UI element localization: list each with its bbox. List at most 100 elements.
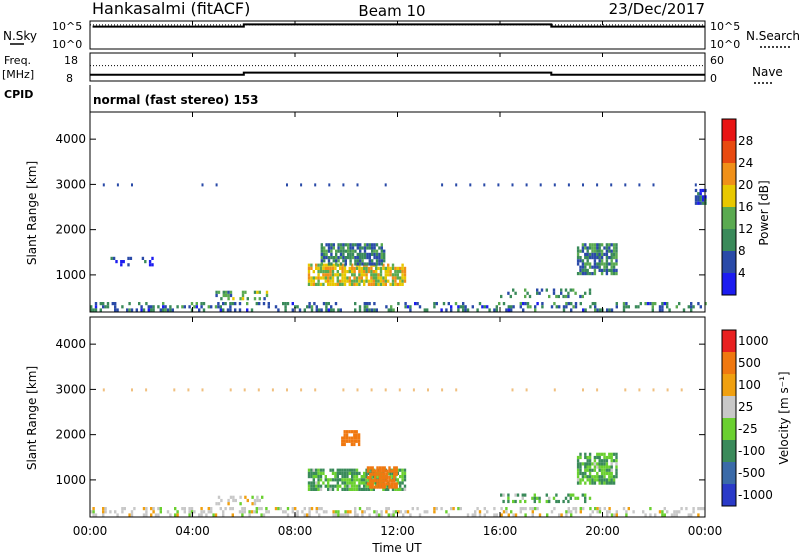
velocity-cell <box>366 475 370 480</box>
velocity-cell <box>336 471 339 475</box>
velocity-cell <box>169 513 172 517</box>
velocity-cell <box>348 468 351 472</box>
power-cell <box>658 305 662 309</box>
power-cell <box>300 183 303 187</box>
velocity-cell <box>615 455 618 460</box>
velocity-cell <box>560 513 563 517</box>
power-cell <box>181 305 184 309</box>
velocity-cell <box>538 496 541 500</box>
power-cell <box>331 282 335 286</box>
station-title: Hankasalmi (fitACF) <box>92 0 250 18</box>
power-cell <box>310 263 313 267</box>
velocity-cell <box>351 468 354 472</box>
velocity-cell <box>608 481 611 485</box>
power-colorbar-tick: 28 <box>738 134 753 148</box>
velocity-cell <box>512 499 515 504</box>
power-cell <box>588 288 592 292</box>
velocity-cell <box>327 487 330 491</box>
velocity-cell <box>371 482 374 486</box>
power-cell <box>610 249 613 253</box>
velocity-cell <box>524 493 527 497</box>
power-cell <box>353 282 356 286</box>
power-ytick-label: 2000 <box>55 223 86 237</box>
power-cell <box>375 256 379 260</box>
power-cell <box>565 305 568 309</box>
velocity-cell <box>483 513 486 517</box>
velocity-cell <box>536 507 539 511</box>
power-cell <box>329 270 332 274</box>
velocity-cell <box>355 484 359 488</box>
power-cell <box>605 256 609 260</box>
velocity-cell <box>92 507 95 511</box>
power-colorbar-tick: 8 <box>738 244 746 258</box>
velocity-cell <box>339 484 342 488</box>
velocity-cell <box>376 482 379 486</box>
velocity-cell <box>282 510 285 514</box>
velocity-cell <box>312 487 315 491</box>
power-cell <box>576 272 580 276</box>
power-cell <box>183 305 186 309</box>
power-cell <box>598 243 601 247</box>
power-cell <box>241 293 245 298</box>
power-cell <box>495 308 498 312</box>
velocity-cell <box>243 507 246 511</box>
velocity-cell <box>581 462 585 466</box>
velocity-cell <box>399 510 402 514</box>
power-cell <box>339 282 342 286</box>
velocity-cell <box>284 510 287 514</box>
velocity-cell <box>123 507 126 511</box>
power-cell <box>534 308 537 312</box>
power-cell <box>401 276 404 280</box>
power-cell <box>612 252 616 256</box>
velocity-cell <box>310 481 313 485</box>
power-cell <box>593 243 597 247</box>
power-cell <box>368 246 371 250</box>
power-cell <box>320 308 323 312</box>
power-cell <box>581 249 585 253</box>
velocity-cell <box>502 499 505 504</box>
power-cell <box>358 276 361 280</box>
velocity-cell <box>248 513 251 517</box>
power-cell <box>598 246 601 250</box>
power-cell <box>414 302 417 306</box>
power-cell <box>341 273 344 277</box>
velocity-cell <box>608 465 611 469</box>
velocity-cell <box>355 430 358 434</box>
power-cell <box>562 305 566 309</box>
power-cell <box>323 249 326 253</box>
power-cell <box>151 256 154 260</box>
velocity-cell <box>286 513 290 517</box>
velocity-cell <box>576 475 580 479</box>
power-cell <box>339 243 343 247</box>
power-cell <box>315 308 318 312</box>
power-cell <box>317 282 320 286</box>
power-cell <box>699 305 702 309</box>
velocity-cell <box>403 478 407 482</box>
power-cell <box>596 308 599 312</box>
velocity-cell <box>390 485 394 489</box>
power-cell <box>591 249 594 253</box>
velocity-cell <box>142 513 146 517</box>
power-cell <box>507 308 510 312</box>
velocity-cell <box>608 510 611 514</box>
power-cell <box>378 252 381 256</box>
power-cell <box>239 297 242 301</box>
power-cell <box>349 243 352 247</box>
velocity-cell <box>157 507 160 511</box>
velocity-cell <box>365 475 368 479</box>
power-cell <box>327 256 331 260</box>
power-cell <box>128 308 131 312</box>
velocity-cell <box>241 513 244 517</box>
power-cell <box>366 262 369 266</box>
power-cell <box>126 308 129 312</box>
velocity-cell <box>567 507 570 511</box>
power-cell <box>319 282 323 286</box>
power-cell <box>646 302 650 306</box>
power-cell <box>588 272 592 276</box>
power-cell <box>229 305 232 309</box>
power-cell <box>627 305 630 309</box>
power-cell <box>320 262 323 266</box>
velocity-cell <box>625 510 628 514</box>
power-colorbar-cell <box>722 141 736 163</box>
velocity-cell <box>383 469 386 473</box>
